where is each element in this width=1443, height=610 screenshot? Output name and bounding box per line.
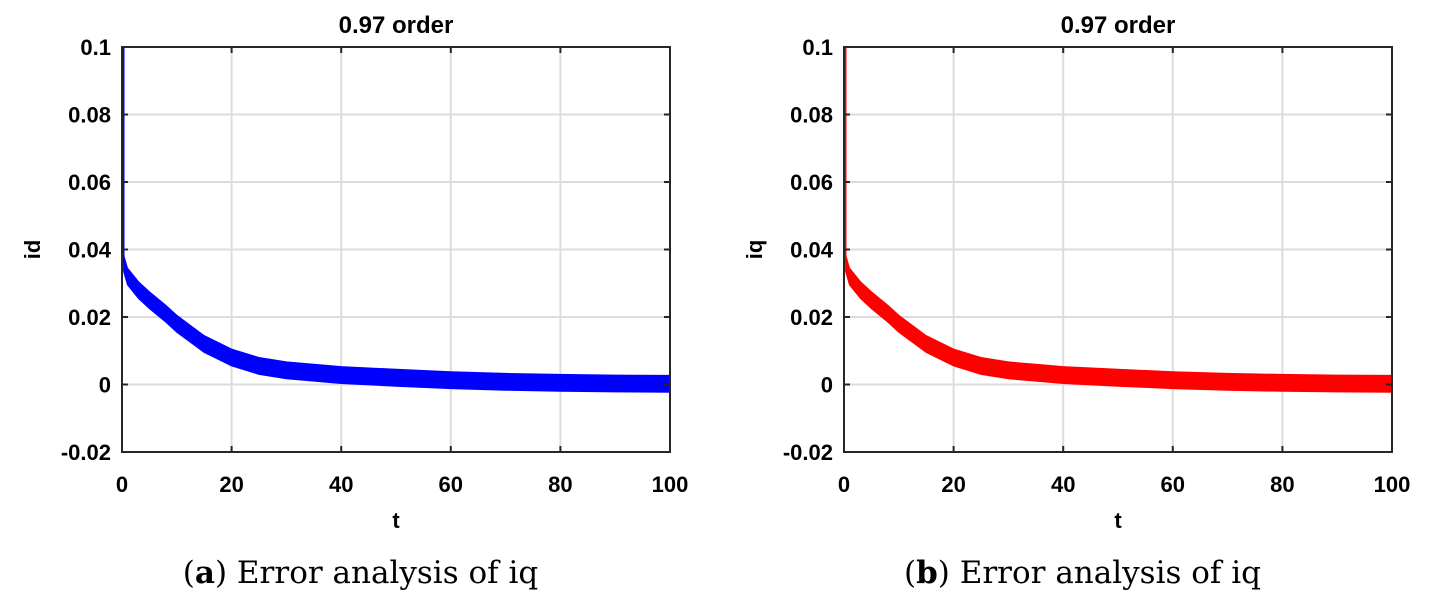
x-tick-label: 80 <box>548 472 572 497</box>
x-tick-label: 40 <box>1051 472 1075 497</box>
x-tick-label: 80 <box>1270 472 1294 497</box>
y-axis-label: id <box>20 240 45 260</box>
chart-b-svg: 0 20 40 60 80 100-0.0200.020.040.060.080.10.9… <box>742 12 1411 533</box>
x-tick-label: 20 <box>941 472 965 497</box>
y-tick-label: 0.1 <box>80 35 111 60</box>
y-tick-label: 0.06 <box>68 170 111 195</box>
chart-a-svg: 0 20 40 60 80 100-0.0200.020.040.060.080.10.9… <box>20 12 689 533</box>
y-tick-label: 0.08 <box>68 103 111 128</box>
y-tick-label: 0.04 <box>68 238 112 263</box>
caption-a-label: a <box>194 555 215 591</box>
x-tick-label: 20 <box>219 472 243 497</box>
x-tick-label: 100 <box>652 472 689 497</box>
y-tick-label: 0.08 <box>790 103 833 128</box>
series-band <box>121 46 671 393</box>
y-tick-label: 0.02 <box>68 305 111 330</box>
y-tick-label: 0.1 <box>802 35 833 60</box>
chart-panel-b: 0 20 40 60 80 100 -0.02 0 0.02 0.04 0.06 0.08 0.1 0.9… <box>722 0 1443 610</box>
caption-b: (b) Error analysis of iq <box>903 555 1262 591</box>
caption-a-text: Error analysis of iq <box>236 555 539 591</box>
y-tick-label: 0.04 <box>790 238 834 263</box>
x-axis-label: t <box>392 508 400 533</box>
y-tick-label: 0.06 <box>790 170 833 195</box>
x-axis-label: t <box>1114 508 1122 533</box>
x-tick-label: 60 <box>439 472 463 497</box>
chart-panel-a: 0 20 40 60 80 100 -0.02 0 0.02 0.04 0.06 0.08 0.1 0.9… <box>0 0 721 610</box>
y-tick-label: -0.02 <box>783 440 833 465</box>
x-tick-label: 100 <box>1374 472 1411 497</box>
chart-title: 0.97 order <box>339 12 454 39</box>
x-tick-label: 40 <box>329 472 353 497</box>
series-band <box>843 46 1393 393</box>
x-tick-label: 60 <box>1161 472 1185 497</box>
caption-b-label: b <box>916 555 938 591</box>
y-tick-label: 0.02 <box>790 305 833 330</box>
y-tick-label: 0 <box>821 373 833 398</box>
caption-a: (a) Error analysis of iq <box>182 555 539 591</box>
x-tick-label: 0 <box>116 472 128 497</box>
y-tick-label: -0.02 <box>61 440 111 465</box>
caption-b-text: Error analysis of iq <box>959 555 1262 591</box>
chart-title: 0.97 order <box>1061 12 1176 39</box>
y-axis-label: iq <box>742 240 767 260</box>
y-tick-label: 0 <box>99 373 111 398</box>
x-tick-label: 0 <box>838 472 850 497</box>
